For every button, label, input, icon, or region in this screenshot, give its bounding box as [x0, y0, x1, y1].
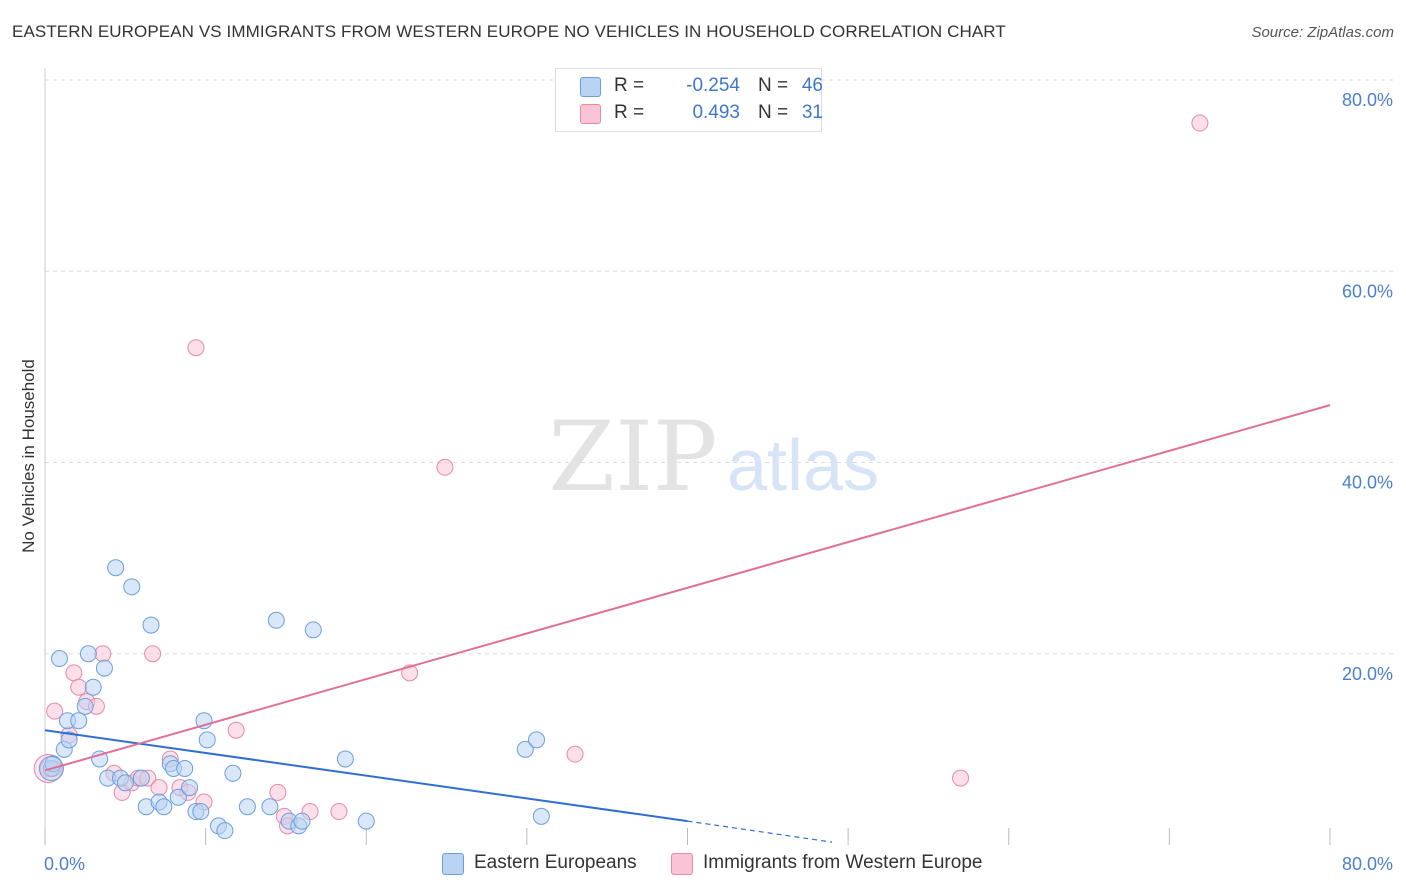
- data-point-immigrants: [227, 721, 245, 739]
- data-point-immigrants: [269, 783, 287, 801]
- data-point-eastern-europeans: [293, 812, 311, 830]
- data-point-eastern-europeans: [261, 798, 279, 816]
- legend-swatch-blue: [580, 77, 601, 97]
- data-point-eastern-europeans: [123, 578, 141, 596]
- data-point-eastern-europeans: [142, 616, 160, 634]
- data-point-eastern-europeans: [224, 764, 242, 782]
- data-point-eastern-europeans: [70, 712, 88, 730]
- x-tick-label: 80.0%: [1342, 854, 1393, 874]
- data-point-eastern-europeans: [336, 750, 354, 768]
- legend-n-value: 31: [801, 102, 823, 123]
- data-point-eastern-europeans: [116, 774, 134, 792]
- y-tick-label: 60.0%: [1342, 281, 1393, 301]
- legend-n-value: 46: [801, 75, 823, 96]
- data-point-eastern-europeans: [516, 740, 534, 758]
- y-tick-label: 80.0%: [1342, 90, 1393, 110]
- data-point-immigrants: [952, 769, 970, 787]
- legend-label: Eastern Europeans: [474, 852, 637, 873]
- legend-n-label: N =: [758, 102, 789, 123]
- legend-swatch-pink: [580, 104, 601, 124]
- data-point-eastern-europeans: [267, 611, 285, 629]
- trend-line-eastern-europeans: [44, 729, 688, 823]
- data-point-eastern-europeans: [155, 798, 173, 816]
- data-point-eastern-europeans: [198, 731, 216, 749]
- series-eastern-europeans: [38, 559, 550, 840]
- data-point-eastern-europeans: [76, 697, 94, 715]
- data-point-immigrants: [65, 664, 83, 682]
- data-point-immigrants: [187, 339, 205, 357]
- trend-line-immigrants: [44, 404, 1331, 772]
- data-point-eastern-europeans: [91, 750, 109, 768]
- data-point-eastern-europeans: [357, 812, 375, 830]
- legend-r-label: R =: [614, 102, 645, 123]
- data-point-immigrants: [436, 458, 454, 476]
- data-point-immigrants: [94, 645, 112, 663]
- legend-r-label: R =: [614, 75, 645, 96]
- data-point-eastern-europeans: [60, 731, 78, 749]
- data-point-immigrants: [144, 645, 162, 663]
- data-point-eastern-europeans: [169, 788, 187, 806]
- data-point-eastern-europeans: [192, 803, 210, 821]
- data-point-eastern-europeans: [84, 678, 102, 696]
- legend-n-label: N =: [758, 75, 789, 96]
- legend-swatch-pink: [671, 853, 693, 875]
- data-point-immigrants: [46, 702, 64, 720]
- legend-label: Immigrants from Western Europe: [703, 852, 983, 873]
- data-point-eastern-europeans: [181, 779, 199, 797]
- data-point-eastern-europeans: [132, 769, 150, 787]
- data-point-eastern-europeans: [176, 760, 194, 777]
- tick-labels: 20.0% 40.0% 60.0% 80.0% 0.0% 80.0%: [44, 90, 1393, 874]
- data-point-eastern-europeans: [95, 659, 113, 677]
- data-point-eastern-europeans: [532, 807, 550, 825]
- data-point-eastern-europeans: [304, 621, 322, 639]
- y-tick-label: 20.0%: [1342, 664, 1393, 684]
- correlation-legend: R = -0.254 N = 46 R = 0.493 N = 31: [555, 68, 823, 132]
- data-point-immigrants: [70, 678, 88, 696]
- data-point-immigrants: [566, 745, 584, 763]
- data-point-eastern-europeans: [107, 559, 125, 577]
- trend-line-eastern-europeans-extension: [687, 820, 833, 843]
- trend-lines: [44, 404, 1331, 843]
- y-tick-label: 40.0%: [1342, 473, 1393, 493]
- data-point-immigrants: [330, 803, 348, 821]
- data-point-eastern-europeans: [216, 822, 234, 840]
- legend-r-value: 0.493: [692, 102, 740, 123]
- data-point-eastern-europeans: [238, 798, 256, 816]
- x-tick-label: 0.0%: [44, 854, 85, 874]
- data-point-immigrants: [150, 779, 168, 797]
- data-point-eastern-europeans: [528, 731, 546, 749]
- watermark-atlas: atlas: [727, 426, 879, 506]
- grid-lines: [45, 79, 1393, 655]
- source-credit: Source: ZipAtlas.com: [1251, 24, 1394, 41]
- watermark-zip: ZIP: [548, 401, 717, 513]
- watermark: ZIP atlas: [548, 401, 879, 513]
- data-point-immigrants: [1191, 114, 1209, 132]
- axes: [44, 68, 1331, 845]
- legend-swatch-blue: [442, 853, 464, 875]
- chart-title: EASTERN EUROPEAN VS IMMIGRANTS FROM WEST…: [12, 22, 1006, 41]
- data-point-eastern-europeans: [50, 650, 68, 668]
- data-point-eastern-europeans: [79, 645, 97, 663]
- legend-r-value: -0.254: [686, 75, 740, 96]
